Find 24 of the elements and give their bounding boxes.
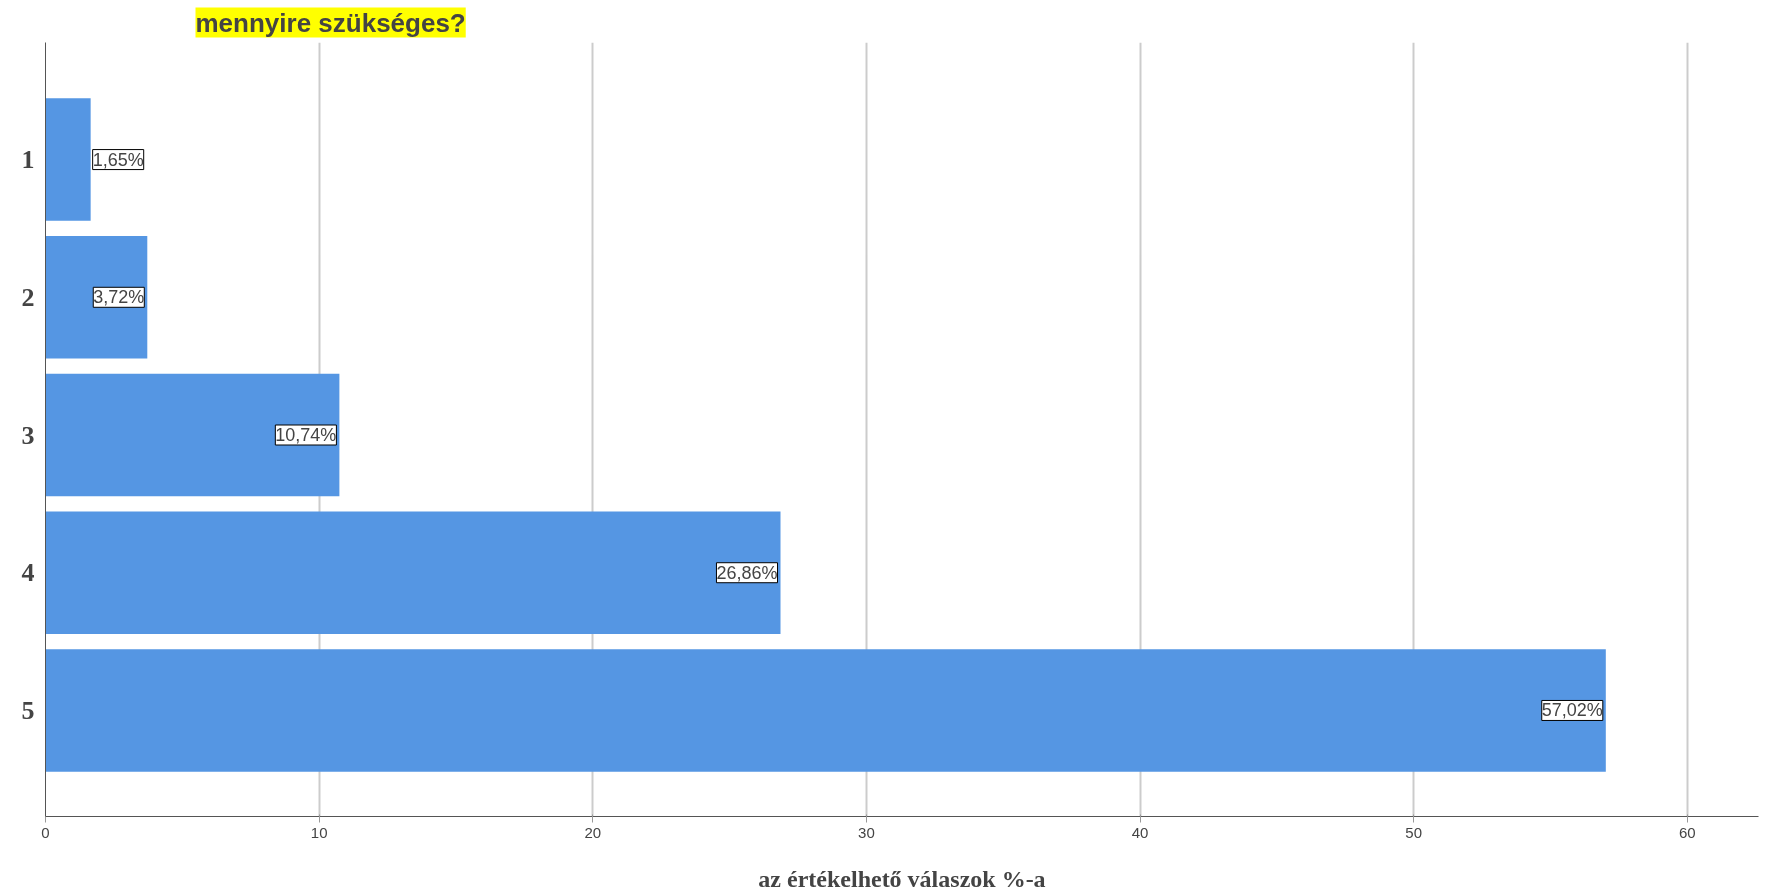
- bar: [45, 236, 148, 359]
- x-tick-label: 20: [584, 823, 602, 841]
- data-label: 57,02%: [1541, 700, 1603, 721]
- bar: [45, 511, 781, 635]
- chart-title: mennyire szükséges?: [195, 7, 466, 38]
- data-label: 26,86%: [716, 562, 778, 583]
- bar: [45, 373, 340, 497]
- bar: [45, 649, 1606, 772]
- bar: [45, 98, 91, 221]
- x-tick-label: 50: [1405, 823, 1423, 841]
- x-tick-label: 60: [1679, 823, 1696, 841]
- y-tick-label: 3: [21, 420, 35, 450]
- data-label: 1,65%: [92, 149, 144, 170]
- y-tick-label: 4: [21, 558, 35, 588]
- x-tick-label: 0: [41, 823, 50, 841]
- y-tick-label: 5: [21, 695, 35, 725]
- y-tick-label: 2: [21, 282, 35, 312]
- y-tick-label: 1: [21, 145, 35, 175]
- x-axis-title: az értékelhető válaszok %-a: [758, 865, 1046, 892]
- x-tick-label: 10: [310, 823, 328, 841]
- data-label: 3,72%: [93, 287, 145, 308]
- x-tick-label: 30: [858, 823, 875, 841]
- data-label: 10,74%: [275, 425, 337, 446]
- x-tick-label: 40: [1131, 823, 1149, 841]
